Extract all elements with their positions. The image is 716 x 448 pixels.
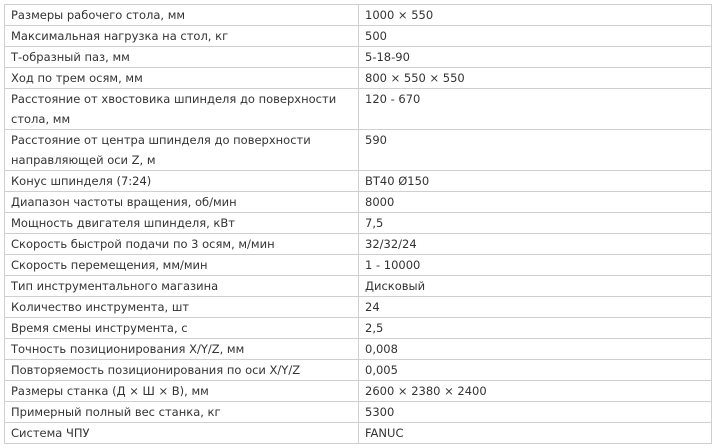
spec-value: 8000 xyxy=(358,191,712,213)
spec-value: 2600 × 2380 × 2400 xyxy=(358,380,712,402)
spec-table-wrap: Размеры рабочего стола, мм 1000 × 550 Макс… xyxy=(4,4,712,444)
table-row: Т-образный паз, мм 5-18-90 xyxy=(4,46,712,68)
table-row: Максимальная нагрузка на стол, кг 500 xyxy=(4,25,712,47)
spec-name: Расстояние от центра шпинделя до поверхн… xyxy=(4,129,359,171)
spec-name: Время смены инструмента, с xyxy=(4,317,359,339)
spec-name: Размеры рабочего стола, мм xyxy=(4,4,359,26)
spec-value: 7,5 xyxy=(358,212,712,234)
table-row: Расстояние от хвостовика шпинделя до пов… xyxy=(4,88,712,130)
spec-name: Ход по трем осям, мм xyxy=(4,67,359,89)
table-row: Расстояние от центра шпинделя до поверхн… xyxy=(4,129,712,171)
table-row: Точность позиционирования X/Y/Z, мм 0,008 xyxy=(4,338,712,360)
table-row: Скорость перемещения, мм/мин 1 - 10000 xyxy=(4,254,712,276)
spec-name: Мощность двигателя шпинделя, кВт xyxy=(4,212,359,234)
spec-name: Скорость быстрой подачи по 3 осям, м/мин xyxy=(4,233,359,255)
table-row: Размеры станка (Д × Ш × В), мм 2600 × 238… xyxy=(4,380,712,402)
spec-name: Конус шпинделя (7:24) xyxy=(4,170,359,192)
spec-value: BT40 Ø150 xyxy=(358,170,712,192)
spec-name: Расстояние от хвостовика шпинделя до пов… xyxy=(4,88,359,130)
spec-value: 1000 × 550 xyxy=(358,4,712,26)
table-row: Размеры рабочего стола, мм 1000 × 550 xyxy=(4,4,712,26)
spec-name: Скорость перемещения, мм/мин xyxy=(4,254,359,276)
spec-name: Точность позиционирования X/Y/Z, мм xyxy=(4,338,359,360)
spec-name: Повторяемость позиционирования по оси X/… xyxy=(4,359,359,381)
spec-value: 800 × 550 × 550 xyxy=(358,67,712,89)
spec-value: Дисковый xyxy=(358,275,712,297)
table-row: Тип инструментального магазина Дисковый xyxy=(4,275,712,297)
spec-value: 2,5 xyxy=(358,317,712,339)
spec-value: 500 xyxy=(358,25,712,47)
spec-value: 24 xyxy=(358,296,712,318)
spec-value: FANUC xyxy=(358,422,712,444)
spec-value: 590 xyxy=(358,129,712,171)
spec-value: 0,008 xyxy=(358,338,712,360)
spec-name: Тип инструментального магазина xyxy=(4,275,359,297)
table-row: Конус шпинделя (7:24) BT40 Ø150 xyxy=(4,170,712,192)
table-row: Диапазон частоты вращения, об/мин 8000 xyxy=(4,191,712,213)
spec-value: 5300 xyxy=(358,401,712,423)
spec-value: 120 - 670 xyxy=(358,88,712,130)
spec-value: 32/32/24 xyxy=(358,233,712,255)
spec-name: Система ЧПУ xyxy=(4,422,359,444)
spec-name: Количество инструмента, шт xyxy=(4,296,359,318)
table-row: Повторяемость позиционирования по оси X/… xyxy=(4,359,712,381)
table-row: Примерный полный вес станка, кг 5300 xyxy=(4,401,712,423)
table-body: Размеры рабочего стола, мм 1000 × 550 Макс… xyxy=(4,4,712,444)
spec-table: Размеры рабочего стола, мм 1000 × 550 Макс… xyxy=(4,4,712,444)
table-row: Система ЧПУ FANUC xyxy=(4,422,712,444)
spec-name: Максимальная нагрузка на стол, кг xyxy=(4,25,359,47)
table-row: Время смены инструмента, с 2,5 xyxy=(4,317,712,339)
table-row: Скорость быстрой подачи по 3 осям, м/мин… xyxy=(4,233,712,255)
spec-value: 5-18-90 xyxy=(358,46,712,68)
spec-name: Размеры станка (Д × Ш × В), мм xyxy=(4,380,359,402)
table-row: Мощность двигателя шпинделя, кВт 7,5 xyxy=(4,212,712,234)
spec-name: Т-образный паз, мм xyxy=(4,46,359,68)
spec-name: Примерный полный вес станка, кг xyxy=(4,401,359,423)
table-row: Ход по трем осям, мм 800 × 550 × 550 xyxy=(4,67,712,89)
spec-value: 1 - 10000 xyxy=(358,254,712,276)
table-row: Количество инструмента, шт 24 xyxy=(4,296,712,318)
spec-name: Диапазон частоты вращения, об/мин xyxy=(4,191,359,213)
spec-value: 0,005 xyxy=(358,359,712,381)
